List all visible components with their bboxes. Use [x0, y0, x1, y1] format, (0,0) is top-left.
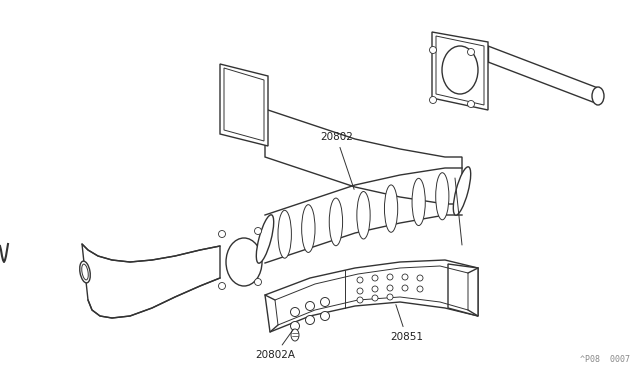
Ellipse shape — [453, 167, 470, 215]
Text: 20802: 20802 — [320, 132, 354, 189]
Ellipse shape — [412, 178, 425, 225]
Ellipse shape — [442, 46, 478, 94]
Polygon shape — [82, 244, 220, 318]
Text: 20802A: 20802A — [255, 329, 295, 360]
Ellipse shape — [467, 48, 474, 55]
Ellipse shape — [387, 294, 393, 300]
Ellipse shape — [291, 329, 299, 341]
Polygon shape — [432, 32, 488, 110]
Polygon shape — [265, 109, 462, 204]
Ellipse shape — [357, 297, 363, 303]
Ellipse shape — [402, 285, 408, 291]
Ellipse shape — [387, 285, 393, 291]
Ellipse shape — [387, 274, 393, 280]
Ellipse shape — [305, 301, 314, 311]
Ellipse shape — [255, 279, 262, 285]
Polygon shape — [265, 260, 478, 332]
Ellipse shape — [321, 298, 330, 307]
Text: 20851: 20851 — [390, 305, 423, 342]
Ellipse shape — [357, 288, 363, 294]
Ellipse shape — [372, 295, 378, 301]
Ellipse shape — [218, 282, 225, 289]
Ellipse shape — [372, 286, 378, 292]
Ellipse shape — [467, 100, 474, 108]
Ellipse shape — [305, 315, 314, 324]
Polygon shape — [448, 264, 478, 316]
Ellipse shape — [278, 210, 291, 258]
Ellipse shape — [357, 192, 370, 239]
Ellipse shape — [218, 231, 225, 237]
Polygon shape — [220, 64, 268, 146]
Ellipse shape — [417, 286, 423, 292]
Ellipse shape — [301, 205, 315, 253]
Ellipse shape — [226, 238, 262, 286]
Ellipse shape — [357, 277, 363, 283]
Ellipse shape — [80, 261, 90, 283]
Ellipse shape — [372, 275, 378, 281]
Ellipse shape — [402, 274, 408, 280]
Text: ^P08  0007: ^P08 0007 — [580, 355, 630, 364]
Ellipse shape — [321, 311, 330, 321]
Ellipse shape — [329, 198, 342, 246]
Ellipse shape — [429, 96, 436, 103]
Ellipse shape — [436, 173, 449, 220]
Ellipse shape — [417, 275, 423, 281]
Ellipse shape — [255, 228, 262, 234]
Ellipse shape — [429, 46, 436, 54]
Ellipse shape — [592, 87, 604, 105]
Ellipse shape — [256, 215, 274, 263]
Ellipse shape — [385, 185, 397, 232]
Ellipse shape — [291, 321, 300, 330]
Ellipse shape — [291, 308, 300, 317]
